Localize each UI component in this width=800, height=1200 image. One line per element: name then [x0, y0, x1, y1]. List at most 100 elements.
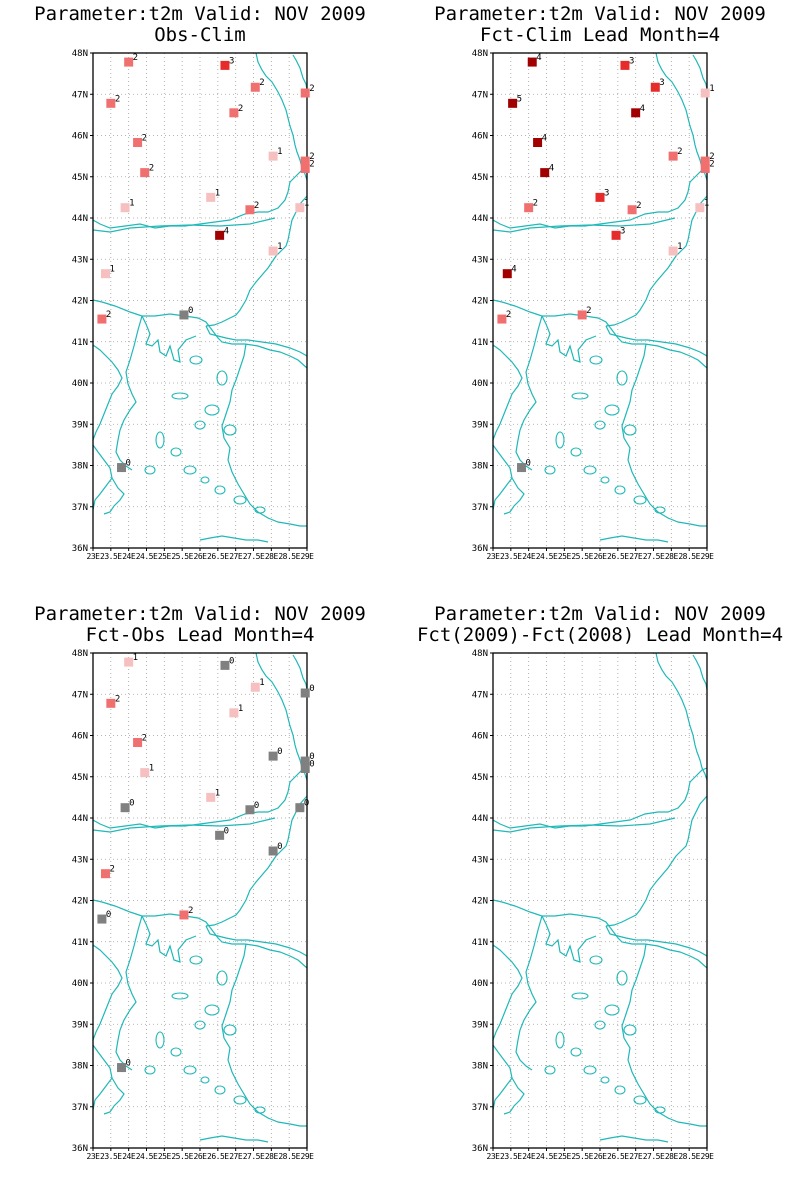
island-outline — [171, 392, 189, 400]
station-marker — [220, 660, 230, 670]
station-marker — [106, 698, 116, 708]
island-outline — [600, 1076, 610, 1084]
station-value-label: 1 — [277, 147, 282, 157]
station-value-label: 1 — [304, 199, 309, 209]
coastline — [92, 899, 308, 969]
lat-tick-label: 45N — [472, 173, 488, 183]
lat-tick-label: 41N — [72, 938, 88, 948]
island-outline — [594, 1020, 606, 1030]
lat-tick-label: 41N — [72, 338, 88, 348]
station-value-label: 3 — [629, 56, 634, 66]
lat-tick-label: 44N — [72, 814, 88, 824]
island-outline — [254, 1106, 266, 1114]
station-marker — [120, 803, 130, 813]
station-marker — [668, 246, 678, 256]
station-value-label: 2 — [188, 906, 193, 916]
lon-tick-label: 28E — [665, 552, 679, 561]
lat-tick-label: 43N — [472, 855, 488, 865]
lon-tick-label: 24E — [122, 552, 136, 561]
island-outline — [189, 955, 203, 965]
lat-tick-label: 42N — [472, 897, 488, 907]
station-value-label: 0 — [526, 459, 531, 469]
lat-tick-label: 47N — [472, 90, 488, 100]
lat-tick-label: 44N — [72, 214, 88, 224]
map-panel-fct-obs: Parameter:t2m Valid: NOV 2009 Fct-Obs Le… — [0, 600, 400, 1200]
island-outline — [594, 420, 606, 430]
lat-tick-label: 46N — [472, 132, 488, 142]
station-marker — [300, 156, 310, 166]
island-outline — [600, 476, 610, 484]
lat-tick-label: 43N — [72, 255, 88, 265]
station-value-label: 4 — [511, 265, 516, 275]
map-panel-fct-clim: Parameter:t2m Valid: NOV 2009 Fct-Clim L… — [400, 0, 800, 600]
coastline — [221, 343, 307, 527]
station-marker — [100, 869, 110, 879]
coastline — [255, 52, 308, 181]
station-value-label: 1 — [133, 653, 138, 663]
coastline — [492, 944, 523, 1041]
coastline — [255, 652, 308, 781]
station-value-label: 0 — [309, 684, 314, 694]
island-outline — [654, 506, 666, 514]
station-value-label: 4 — [640, 104, 645, 114]
panel-subtitle: Obs-Clim — [154, 24, 246, 46]
lon-tick-label: 23E — [87, 1152, 101, 1161]
station-marker — [300, 756, 310, 766]
station-value-label: 2 — [709, 152, 714, 162]
island-outline — [616, 370, 628, 386]
lat-tick-label: 46N — [72, 132, 88, 142]
lon-tick-label: 25.5E — [571, 552, 593, 561]
island-outline — [155, 431, 165, 449]
lat-tick-label: 43N — [472, 255, 488, 265]
station-map: 48N47N46N45N44N43N42N41N40N39N38N37N36N2… — [472, 49, 715, 561]
station-marker — [650, 82, 660, 92]
coastline — [605, 861, 673, 927]
station-value-label: 2 — [586, 306, 591, 316]
lat-tick-label: 40N — [472, 379, 488, 389]
coastline-layer — [92, 52, 308, 543]
station-marker — [668, 151, 678, 161]
lat-tick-label: 38N — [472, 1062, 488, 1072]
station-marker — [627, 205, 637, 215]
station-marker — [540, 168, 550, 178]
station-value-label: 3 — [620, 226, 625, 236]
island-outline — [555, 431, 565, 449]
station-value-label: 0 — [129, 799, 134, 809]
lat-tick-label: 47N — [72, 90, 88, 100]
station-marker — [517, 463, 527, 473]
island-outline — [171, 992, 189, 1000]
coastline — [115, 315, 143, 471]
station-marker — [97, 314, 107, 324]
station-marker — [268, 246, 278, 256]
coastline — [599, 535, 669, 543]
island-outline — [570, 447, 582, 457]
island-outline — [589, 355, 603, 365]
station-value-label: 2 — [677, 147, 682, 157]
lat-tick-label: 46N — [72, 732, 88, 742]
island-outline — [571, 392, 589, 400]
lon-tick-label: 23.5E — [500, 1152, 522, 1161]
lon-tick-label: 29E — [701, 1152, 715, 1161]
station-value-label: 2 — [709, 160, 714, 170]
station-marker — [577, 310, 587, 320]
lon-tick-label: 27E — [229, 1152, 243, 1161]
station-marker — [695, 203, 705, 213]
lon-tick-label: 28E — [665, 1152, 679, 1161]
coastline — [92, 299, 308, 369]
station-value-label: 1 — [677, 242, 682, 252]
island-outline — [144, 1065, 156, 1075]
coastline — [115, 915, 143, 1071]
station-marker — [700, 164, 710, 173]
lat-tick-label: 44N — [472, 214, 488, 224]
lat-tick-label: 36N — [472, 544, 488, 554]
station-value-label: 2 — [636, 201, 641, 211]
lat-tick-label: 37N — [472, 503, 488, 513]
lon-tick-label: 27E — [629, 552, 643, 561]
station-value-label: 0 — [126, 1059, 131, 1069]
lon-tick-label: 24E — [522, 1152, 536, 1161]
station-value-label: 1 — [109, 265, 114, 275]
station-marker — [295, 203, 305, 213]
lon-tick-label: 24.5E — [536, 1152, 558, 1161]
station-marker — [215, 830, 225, 840]
station-marker — [120, 203, 130, 213]
